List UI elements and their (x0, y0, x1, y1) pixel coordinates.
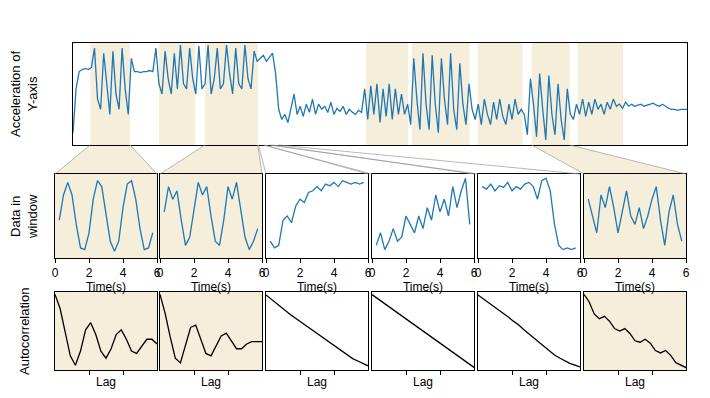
svg-text:0: 0 (475, 266, 482, 280)
svg-text:6: 6 (683, 266, 690, 280)
svg-text:4: 4 (120, 266, 127, 280)
svg-text:4: 4 (225, 266, 232, 280)
svg-text:Time(s): Time(s) (191, 280, 231, 294)
svg-text:6: 6 (577, 266, 584, 280)
svg-text:0: 0 (369, 266, 376, 280)
svg-text:Time(s): Time(s) (86, 280, 126, 294)
svg-text:Lag: Lag (625, 375, 645, 389)
svg-text:Time(s): Time(s) (403, 280, 443, 294)
svg-text:Autocorrelation: Autocorrelation (17, 288, 32, 375)
svg-text:Lag: Lag (519, 375, 539, 389)
svg-text:2: 2 (297, 266, 304, 280)
svg-text:4: 4 (649, 266, 656, 280)
svg-text:4: 4 (543, 266, 550, 280)
svg-text:Lag: Lag (201, 375, 221, 389)
svg-text:Time(s): Time(s) (297, 280, 337, 294)
svg-text:2: 2 (509, 266, 516, 280)
svg-text:Lag: Lag (96, 375, 116, 389)
svg-text:Time(s): Time(s) (509, 280, 549, 294)
svg-text:2: 2 (615, 266, 622, 280)
svg-text:6: 6 (365, 266, 372, 280)
svg-text:Data inwindow: Data inwindow (8, 194, 40, 239)
svg-text:Time(s): Time(s) (615, 280, 655, 294)
svg-text:4: 4 (437, 266, 444, 280)
svg-text:2: 2 (86, 266, 93, 280)
svg-text:0: 0 (52, 266, 59, 280)
svg-text:Lag: Lag (413, 375, 433, 389)
svg-text:0: 0 (157, 266, 164, 280)
svg-text:0: 0 (263, 266, 270, 280)
svg-text:6: 6 (259, 266, 266, 280)
svg-text:2: 2 (191, 266, 198, 280)
svg-text:6: 6 (471, 266, 478, 280)
svg-text:0: 0 (581, 266, 588, 280)
svg-text:4: 4 (331, 266, 338, 280)
svg-text:Lag: Lag (307, 375, 327, 389)
svg-text:Acceleration ofY-axis: Acceleration ofY-axis (8, 51, 40, 137)
svg-text:2: 2 (403, 266, 410, 280)
svg-text:6: 6 (154, 266, 161, 280)
